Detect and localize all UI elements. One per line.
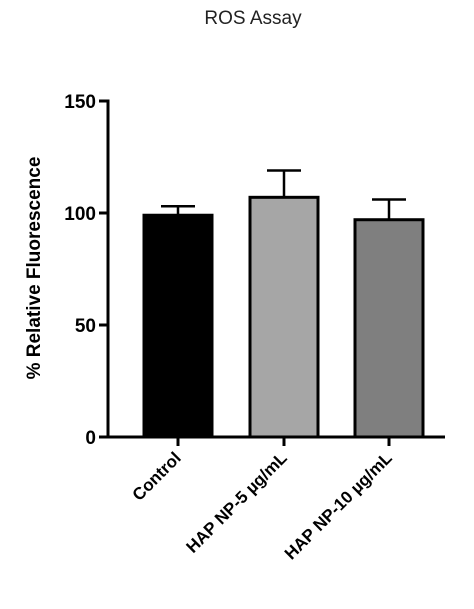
y-tick-label: 0: [85, 428, 96, 449]
y-axis-label: % Relative Fluorescence: [24, 157, 45, 380]
y-tick-label: 50: [75, 316, 96, 337]
x-tick-label: HAP NP-5 µg/mL: [183, 448, 291, 556]
chart-title: ROS Assay: [204, 8, 302, 29]
x-tick-label: Control: [129, 448, 185, 504]
bar: [353, 218, 425, 439]
bar: [248, 195, 320, 439]
y-tick-label: 100: [64, 204, 96, 225]
x-tick-label: HAP NP-10 µg/mL: [281, 448, 396, 563]
y-tick-label: 150: [64, 92, 96, 113]
bar: [142, 213, 214, 439]
